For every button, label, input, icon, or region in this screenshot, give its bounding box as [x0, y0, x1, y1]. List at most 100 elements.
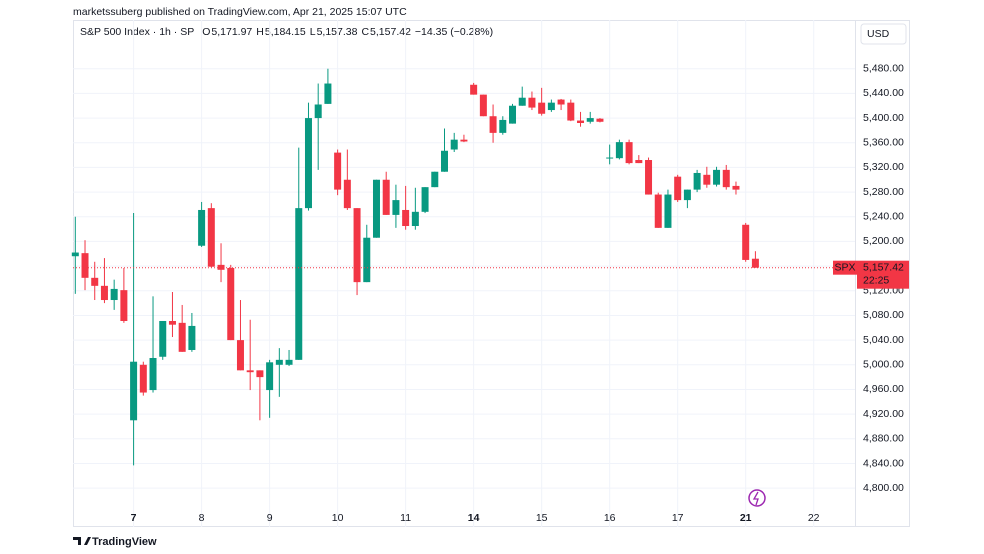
candle-body: [499, 119, 507, 133]
candle-body: [353, 208, 361, 283]
candle-body: [713, 169, 721, 185]
x-tick-label: 17: [672, 512, 684, 524]
logo: TradingView: [73, 536, 157, 548]
candle-body: [635, 160, 643, 164]
candle-body: [402, 209, 410, 227]
plot: 4,800.00 4,840.00 4,880.00 4,920.00 4,960.00…: [71, 20, 909, 527]
candle-body: [615, 142, 623, 159]
candle-body: [683, 189, 691, 201]
candle-body: [130, 361, 138, 421]
y-tick-label: 4,920.00: [863, 408, 904, 420]
candle-body: [256, 370, 264, 378]
logo-text: TradingView: [92, 536, 157, 548]
candle-body: [596, 118, 604, 122]
y-tick-label: 5,040.00: [863, 334, 904, 346]
candle-body: [110, 288, 118, 301]
y-tick-label: 5,400.00: [863, 112, 904, 124]
y-tick-label: 5,320.00: [863, 161, 904, 173]
candle-body: [324, 83, 332, 104]
candle-body: [285, 359, 293, 365]
candle-body: [411, 211, 419, 227]
candle-body: [188, 325, 196, 350]
candle-body: [460, 139, 468, 142]
candle-body: [81, 253, 89, 278]
legend-value: 5,157.38: [317, 26, 358, 38]
candle-body: [392, 200, 400, 215]
candle-body: [382, 179, 390, 215]
candle-body: [159, 320, 167, 357]
candle-body: [538, 102, 546, 114]
x-tick-label: 14: [468, 512, 480, 524]
y-tick-label: 5,360.00: [863, 137, 904, 149]
chart-frame: [73, 20, 910, 527]
candle-body: [732, 185, 740, 190]
y-tick-label: 5,440.00: [863, 87, 904, 99]
candle-body: [100, 285, 108, 301]
candle-body: [751, 258, 759, 268]
candle-body: [703, 174, 711, 185]
currency: USD: [867, 28, 890, 40]
candle-body: [71, 252, 79, 257]
legend-value: 5,157.42: [370, 26, 411, 38]
y-tick-label: 5,280.00: [863, 186, 904, 198]
y-tick-label: 4,880.00: [863, 433, 904, 445]
candle-body: [450, 139, 458, 150]
candle-body: [304, 118, 312, 209]
candle-body: [343, 179, 351, 209]
y-tick-label: 5,240.00: [863, 211, 904, 223]
candle-body: [178, 322, 186, 352]
countdown: 22:25: [863, 274, 889, 286]
candle-body: [314, 104, 322, 119]
candle-body: [168, 320, 176, 325]
candle-body: [120, 290, 128, 321]
candle-body: [547, 102, 555, 111]
legend-value: 5,171.97: [211, 26, 252, 38]
candle-body: [722, 169, 730, 188]
legend-value: 5,184.15: [265, 26, 306, 38]
candle-body: [509, 105, 517, 124]
legend-change: −14.35 (−0.28%): [415, 26, 493, 38]
candle-body: [275, 359, 283, 365]
candle-body: [664, 194, 672, 228]
x-tick-label: 11: [400, 512, 411, 524]
symbol-tag: [833, 260, 857, 275]
y-tick-label: 5,200.00: [863, 235, 904, 247]
x-tick-label: 21: [740, 512, 752, 524]
price-tag-text: 5,157.42: [863, 261, 904, 273]
attribution: marketssuberg published on TradingView.c…: [73, 6, 407, 18]
y-tick-label: 5,480.00: [863, 63, 904, 75]
x-tick-label: 22: [808, 512, 820, 524]
y-tick-label: 4,960.00: [863, 383, 904, 395]
candle-body: [334, 152, 342, 190]
y-tick-label: 5,000.00: [863, 359, 904, 371]
candle-body: [421, 187, 429, 212]
candle-body: [557, 99, 565, 105]
candle-body: [236, 340, 244, 371]
x-tick-label: 10: [332, 512, 344, 524]
candle-body: [489, 116, 497, 133]
candle-body: [528, 97, 536, 108]
legend-key: C: [361, 26, 369, 38]
candle-body: [567, 102, 575, 121]
y-tick-label: 4,840.00: [863, 457, 904, 469]
candle-body: [227, 267, 235, 341]
symbol-tag-text: SPX: [834, 261, 855, 273]
logo-mark: [73, 537, 91, 545]
candle-body: [207, 208, 215, 267]
currency-box: [860, 23, 907, 45]
x-tick-label: 7: [131, 512, 137, 524]
candle-body: [139, 364, 147, 393]
candle-body: [372, 179, 380, 238]
x-tick-label: 9: [267, 512, 273, 524]
candle-body: [586, 118, 594, 122]
candle-body: [198, 209, 206, 246]
candle-body: [577, 120, 585, 124]
candle-body: [217, 264, 225, 270]
x-tick-label: 16: [604, 512, 616, 524]
candle-body: [654, 194, 662, 228]
candle-body: [363, 237, 371, 283]
candle-body: [295, 208, 303, 360]
symbol-title: S&P 500 Index · 1h · SP: [80, 26, 194, 38]
